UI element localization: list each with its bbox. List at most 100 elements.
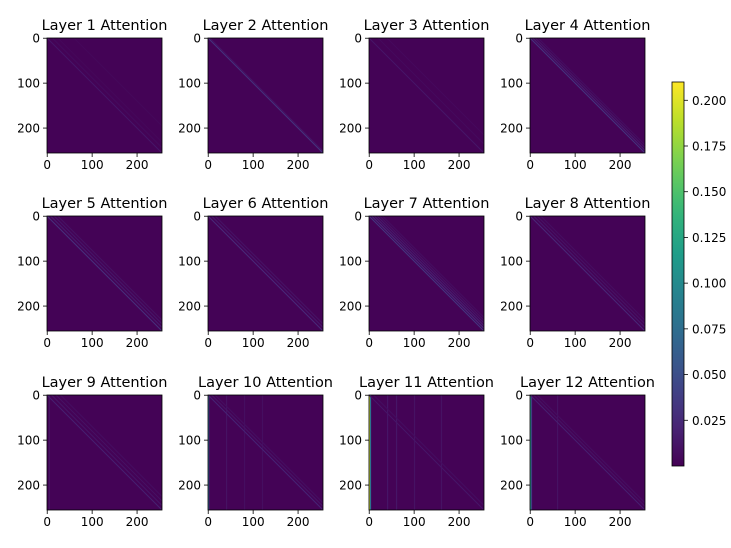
y-tick-label: 0 (32, 389, 40, 403)
attention-diagonal (536, 395, 645, 504)
panel-title: Layer 1 Attention (42, 18, 168, 34)
attention-column (530, 395, 532, 510)
y-tick-label: 0 (193, 389, 201, 403)
attention-diagonal (376, 216, 484, 324)
panel-title: Layer 8 Attention (525, 196, 651, 212)
attention-column (395, 395, 398, 510)
attention-diagonal (208, 395, 323, 510)
panel-title: Layer 12 Attention (520, 375, 655, 391)
y-tick-label: 100 (500, 434, 523, 448)
y-tick-label: 0 (354, 210, 362, 224)
axes-frame (207, 394, 324, 511)
x-tick-label: 200 (448, 515, 471, 529)
x-tick-label: 0 (43, 158, 51, 172)
x-tick-label: 0 (43, 515, 51, 529)
axes-frame (529, 37, 646, 154)
axes-frame (207, 37, 324, 154)
attention-diagonal (530, 216, 645, 331)
attention-diagonal (211, 395, 323, 507)
attention-diagonal (208, 38, 323, 153)
attention-diagonal (52, 38, 162, 148)
panel-title: Layer 2 Attention (203, 18, 329, 34)
x-tick-label: 100 (564, 515, 587, 529)
y-tick-label: 200 (17, 479, 40, 493)
axes-frame (46, 37, 163, 154)
attention-diagonal (214, 395, 323, 504)
y-tick-label: 200 (178, 122, 201, 136)
x-tick-label: 0 (526, 158, 534, 172)
x-tick-label: 100 (242, 515, 265, 529)
attention-diagonal (51, 395, 162, 506)
x-tick-label: 100 (403, 336, 426, 350)
attention-diagonal (537, 38, 645, 146)
y-tick-label: 100 (178, 77, 201, 91)
y-tick-label: 200 (500, 300, 523, 314)
x-tick-label: 200 (609, 515, 632, 529)
colorbar: 0.025 0.050 0.075 0.100 0.125 0.150 0.175 0.200 (671, 81, 726, 467)
attention-column (386, 395, 389, 510)
attention-diagonal (47, 395, 162, 510)
x-tick-label: 200 (448, 158, 471, 172)
attention-diagonal (50, 216, 162, 328)
attention-diagonal (47, 38, 162, 153)
colorbar-gradient (671, 81, 685, 467)
attention-diagonal (369, 395, 484, 510)
x-tick-label: 100 (81, 158, 104, 172)
attention-diagonal (373, 395, 484, 506)
axes-frame (207, 215, 324, 332)
y-tick-label: 100 (178, 255, 201, 269)
x-tick-label: 100 (403, 158, 426, 172)
x-tick-label: 0 (204, 515, 212, 529)
attention-column (208, 395, 210, 510)
x-tick-label: 200 (448, 336, 471, 350)
attention-diagonal (530, 38, 645, 153)
attention-diagonal (540, 216, 645, 321)
panel-title: Layer 11 Attention (359, 375, 494, 391)
x-tick-label: 0 (365, 336, 373, 350)
y-tick-label: 100 (17, 255, 40, 269)
x-tick-label: 200 (287, 336, 310, 350)
attention-diagonal (214, 216, 323, 325)
panel-title: Layer 10 Attention (198, 375, 333, 391)
attention-column (369, 395, 371, 510)
attention-diagonal (53, 216, 162, 325)
x-tick-label: 100 (564, 336, 587, 350)
panel-title: Layer 5 Attention (42, 196, 168, 212)
attention-diagonal (382, 216, 484, 318)
y-tick-label: 100 (17, 77, 40, 91)
x-tick-label: 0 (365, 515, 373, 529)
attention-diagonal (374, 216, 484, 326)
attention-diagonal (209, 38, 323, 152)
x-tick-label: 200 (126, 158, 149, 172)
x-tick-label: 100 (564, 158, 587, 172)
attention-diagonal (379, 216, 484, 321)
x-tick-label: 100 (242, 336, 265, 350)
x-tick-label: 200 (287, 515, 310, 529)
x-tick-label: 0 (43, 336, 51, 350)
attention-diagonal (386, 38, 484, 136)
y-tick-label: 200 (178, 300, 201, 314)
y-tick-label: 0 (515, 210, 523, 224)
attention-diagonal (208, 216, 323, 331)
y-tick-label: 200 (339, 122, 362, 136)
panel-title: Layer 4 Attention (525, 18, 651, 34)
colorbar-tick-label: 0.025 (692, 414, 726, 428)
attention-diagonal (47, 216, 162, 331)
y-tick-label: 100 (500, 255, 523, 269)
attention-diagonal (211, 216, 323, 328)
attention-column (556, 395, 559, 510)
attention-diagonal (73, 38, 162, 127)
y-tick-label: 100 (500, 77, 523, 91)
attention-diagonal (60, 395, 162, 497)
attention-column (413, 395, 416, 510)
y-tick-label: 200 (17, 122, 40, 136)
